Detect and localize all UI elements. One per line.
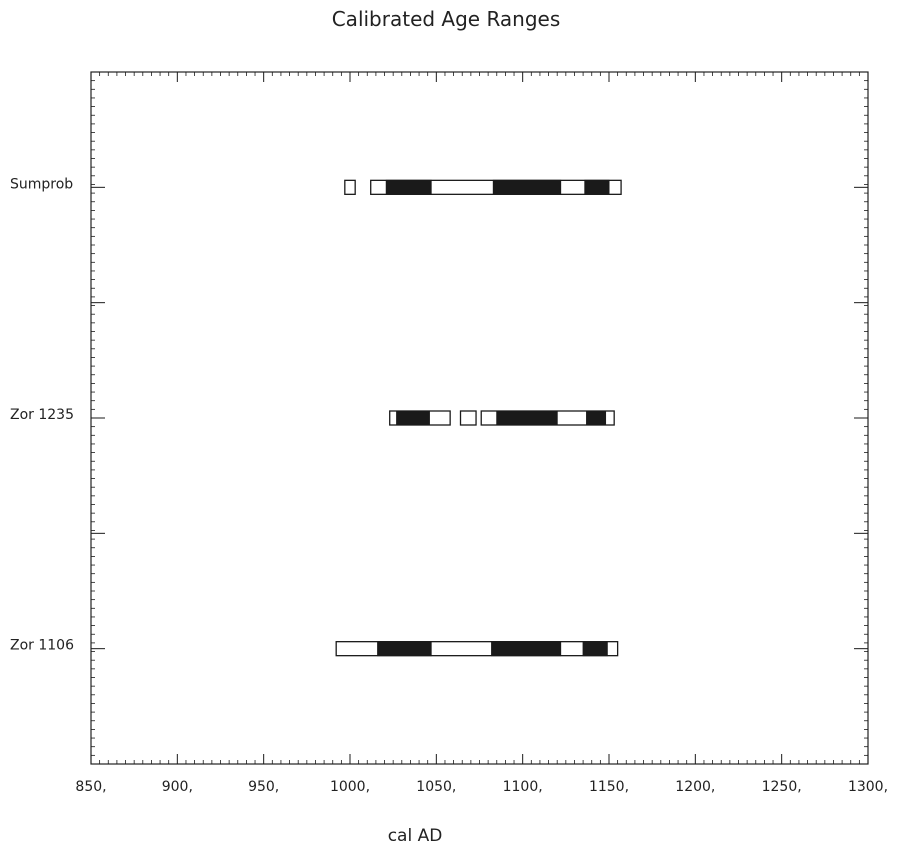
range-2sigma — [459, 410, 477, 426]
series-label: Zor 1235 — [10, 407, 74, 423]
x-tick-label: 1250, — [762, 779, 802, 795]
x-tick-label: 1000, — [330, 779, 370, 795]
x-tick-label: 850, — [75, 779, 106, 795]
x-tick-label: 900, — [162, 779, 193, 795]
x-tick-label: 1300, — [848, 779, 888, 795]
range-1sigma — [396, 410, 430, 426]
range-2sigma — [344, 179, 356, 195]
x-tick-label: 1050, — [416, 779, 456, 795]
x-tick-label: 1150, — [589, 779, 629, 795]
plot-frame — [90, 71, 869, 765]
series-row: Zor 1235 — [10, 407, 615, 426]
x-tick-labels: 850, 900, 950, 1000, 1050, 1100, 1150, 1200, 125… — [75, 779, 888, 795]
x-tick-label: 950, — [248, 779, 279, 795]
series-row: Zor 1106 — [10, 638, 619, 657]
range-1sigma — [385, 179, 432, 195]
range-1sigma — [491, 641, 562, 657]
range-1sigma — [377, 641, 432, 657]
range-1sigma — [496, 410, 558, 426]
range-1sigma — [492, 179, 562, 195]
series-rows: Sumprob Zor 1235 Zor 1106 — [10, 176, 622, 657]
series-row: Sumprob — [10, 176, 622, 195]
x-axis-label: cal AD — [388, 826, 443, 846]
minor-ticks — [91, 72, 868, 764]
x-tick-label: 1100, — [503, 779, 543, 795]
series-label: Sumprob — [10, 176, 73, 192]
range-1sigma — [584, 179, 610, 195]
series-label: Zor 1106 — [10, 638, 74, 654]
x-tick-label: 1200, — [675, 779, 715, 795]
range-1sigma — [582, 641, 608, 657]
range-1sigma — [586, 410, 607, 426]
chart-title: Calibrated Age Ranges — [332, 7, 561, 31]
major-ticks — [90, 72, 869, 764]
